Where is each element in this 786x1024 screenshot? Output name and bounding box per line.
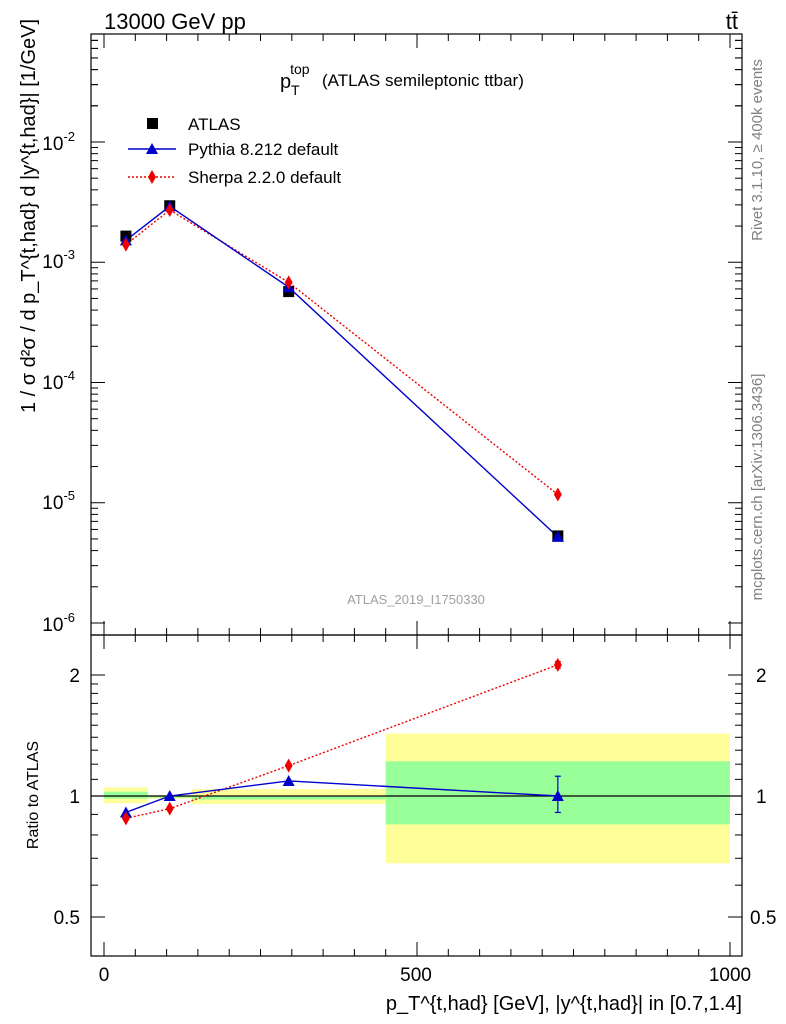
sherpa-ratio-point xyxy=(121,811,130,826)
ytick-label-1e-6: 10-6 xyxy=(42,610,75,636)
ytick-label-1e-4: 10-4 xyxy=(42,368,75,394)
mcplots-label: mcplots.cern.ch [arXiv:1306.3436] xyxy=(749,374,766,601)
legend-marker-pythia xyxy=(146,143,158,154)
sherpa-point xyxy=(121,237,130,252)
main-ylabel: 1 / σ d²σ / d p_T^{t,had} d |y^{t,had}| … xyxy=(18,19,40,413)
pythia-ratio-point xyxy=(163,790,176,801)
rivet-label: Rivet 3.1.10, ≥ 400k events xyxy=(749,59,766,241)
xtick-label-1000: 1000 xyxy=(709,965,751,986)
header-left: 13000 GeV pp xyxy=(104,9,246,34)
ratio-ticks xyxy=(91,635,742,956)
ratio-ytick-0.5-right: 0.5 xyxy=(750,908,776,929)
ratio-ytick-0.5-left: 0.5 xyxy=(54,908,80,929)
ytick-label-1e-3: 10-3 xyxy=(42,247,75,273)
sherpa-ratio-point xyxy=(284,758,293,773)
xtick-label-0: 0 xyxy=(99,965,110,986)
ratio-band-inner xyxy=(191,796,386,800)
header-right: tt̄ xyxy=(726,9,738,34)
legend-marker-sherpa xyxy=(148,170,156,184)
legend-label-pythia: Pythia 8.212 default xyxy=(188,140,339,159)
main-data-layer xyxy=(119,200,564,542)
ratio-ytick-2-left: 2 xyxy=(69,666,80,687)
sherpa-point xyxy=(165,202,174,217)
ratio-band-inner xyxy=(104,791,148,799)
pythia-line xyxy=(125,205,559,538)
ratio-data-layer xyxy=(91,657,742,864)
pythia-point xyxy=(551,530,564,542)
legend-label-sherpa: Sherpa 2.2.0 default xyxy=(188,168,341,187)
main-ticks xyxy=(91,34,742,635)
ratio-ylabel: Ratio to ATLAS xyxy=(25,741,42,849)
legend-marker-atlas xyxy=(147,118,158,129)
watermark: ATLAS_2019_I1750330 xyxy=(347,592,485,607)
sherpa-point xyxy=(284,275,293,290)
ratio-ytick-1-right: 1 xyxy=(756,787,767,808)
ratio-ytick-1-left: 1 xyxy=(69,787,80,808)
sherpa-ratio-point xyxy=(553,657,562,672)
xlabel: p_T^{t,had} [GeV], |y^{t,had}| in [0.7,1… xyxy=(386,993,742,1015)
plot-title-rest: (ATLAS semileptonic ttbar) xyxy=(322,71,524,90)
ytick-label-1e-2: 10-2 xyxy=(42,129,75,155)
sherpa-point xyxy=(553,487,562,502)
legend-label-atlas: ATLAS xyxy=(188,115,241,134)
sherpa-line xyxy=(125,209,559,496)
main-panel: 10-6 10-5 10-4 10-3 10-2 1 / σ d²σ / d p… xyxy=(18,19,743,636)
ratio-ytick-2-right: 2 xyxy=(756,666,767,687)
pythia-ratio-line xyxy=(125,780,558,814)
ytick-label-1e-5: 10-5 xyxy=(42,488,75,514)
xtick-label-500: 500 xyxy=(400,965,432,986)
pythia-ratio-point xyxy=(551,790,564,801)
sherpa-ratio-line xyxy=(125,664,559,819)
ratio-panel: 0.5 1 2 0.5 1 2 Ratio to ATLAS 0 500 100… xyxy=(25,634,776,1015)
legend: ATLAS Pythia 8.212 default Sherpa 2.2.0 … xyxy=(128,115,341,187)
plot-title: ptop T xyxy=(280,61,310,98)
sherpa-ratio-point xyxy=(165,801,174,816)
pythia-ratio-point xyxy=(282,774,295,786)
